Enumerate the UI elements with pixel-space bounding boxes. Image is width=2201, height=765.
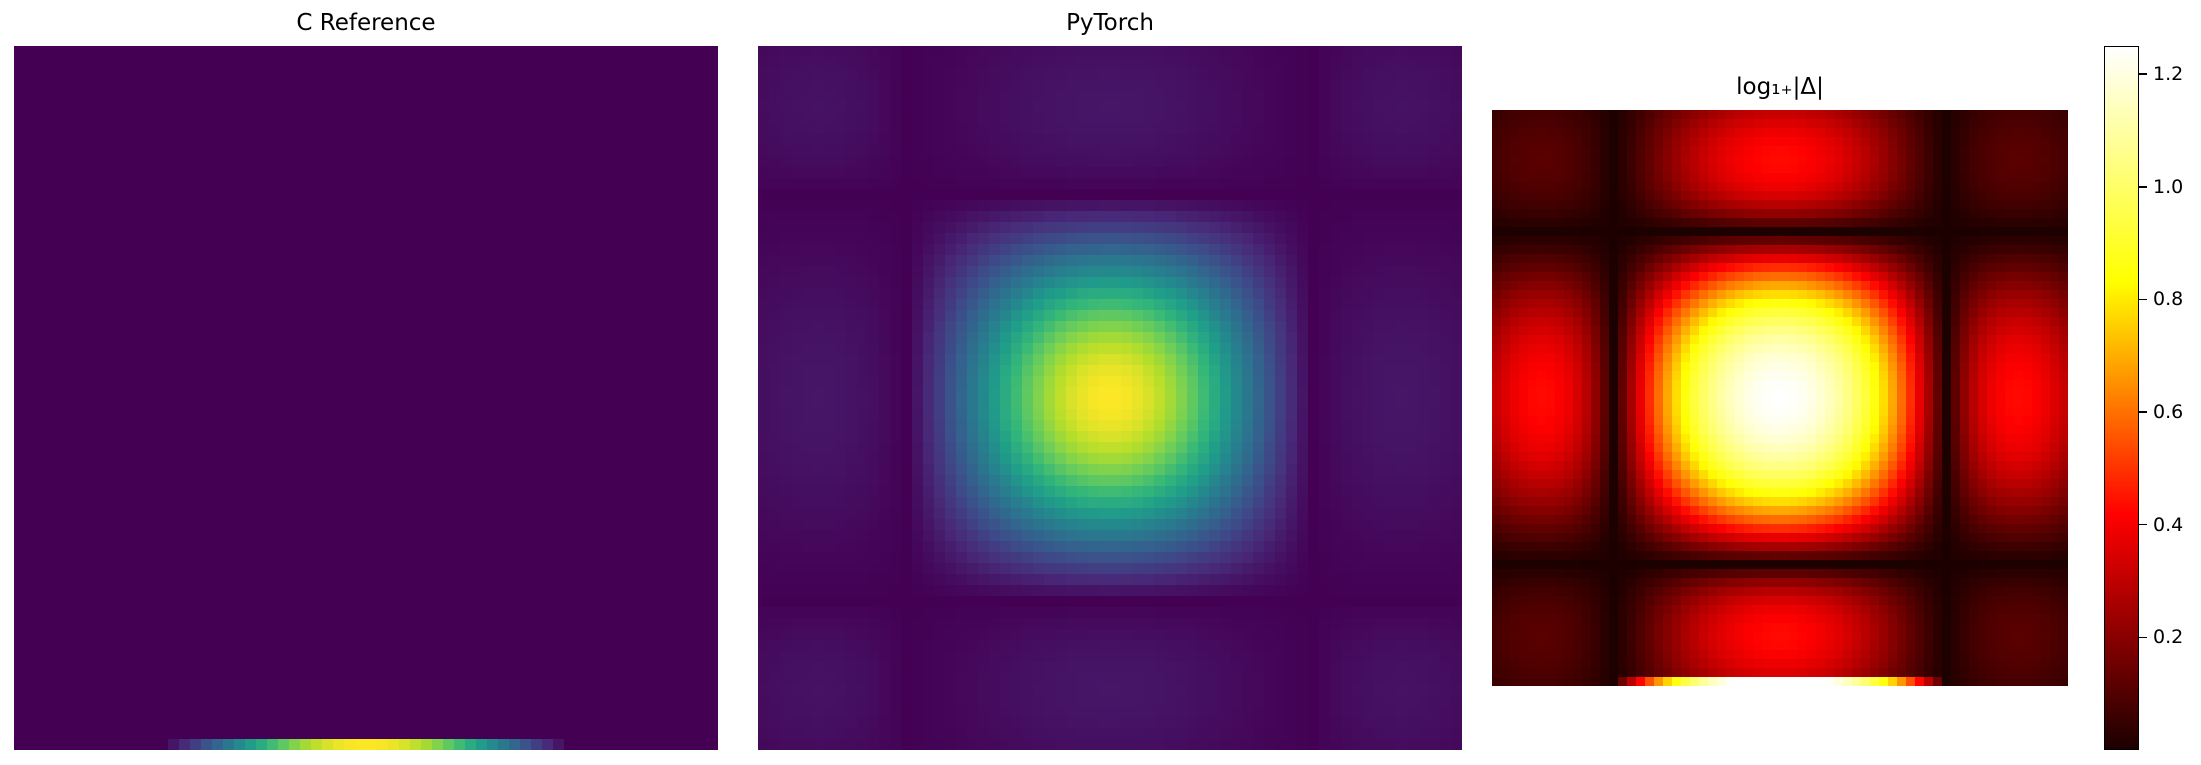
heatmap-log-delta [1492, 110, 2068, 686]
title-log-delta: log₁₊|Δ| [1736, 74, 1824, 100]
colorbar-tick-label: 0.6 [2153, 401, 2184, 424]
colorbar-frame [2104, 46, 2139, 750]
colorbar-tick [2139, 411, 2147, 413]
colorbar-tick-label: 0.4 [2153, 513, 2184, 536]
title-c-reference: C Reference [296, 10, 436, 36]
colorbar-tick-label: 1.2 [2153, 63, 2184, 86]
colorbar-tick [2139, 636, 2147, 639]
colorbar-tick [2139, 186, 2147, 188]
heatmap-c-reference [14, 46, 718, 750]
colorbar-tick-label: 0.2 [2153, 626, 2184, 649]
colorbar-tick [2139, 523, 2147, 526]
colorbar-tick [2139, 73, 2147, 75]
colorbar-tick-label: 1.0 [2153, 175, 2184, 198]
colorbar [2104, 46, 2139, 750]
colorbar-tick [2139, 298, 2147, 301]
heatmap-pytorch [758, 46, 1462, 750]
title-pytorch: PyTorch [1066, 10, 1154, 36]
colorbar-tick-label: 0.8 [2153, 288, 2184, 311]
